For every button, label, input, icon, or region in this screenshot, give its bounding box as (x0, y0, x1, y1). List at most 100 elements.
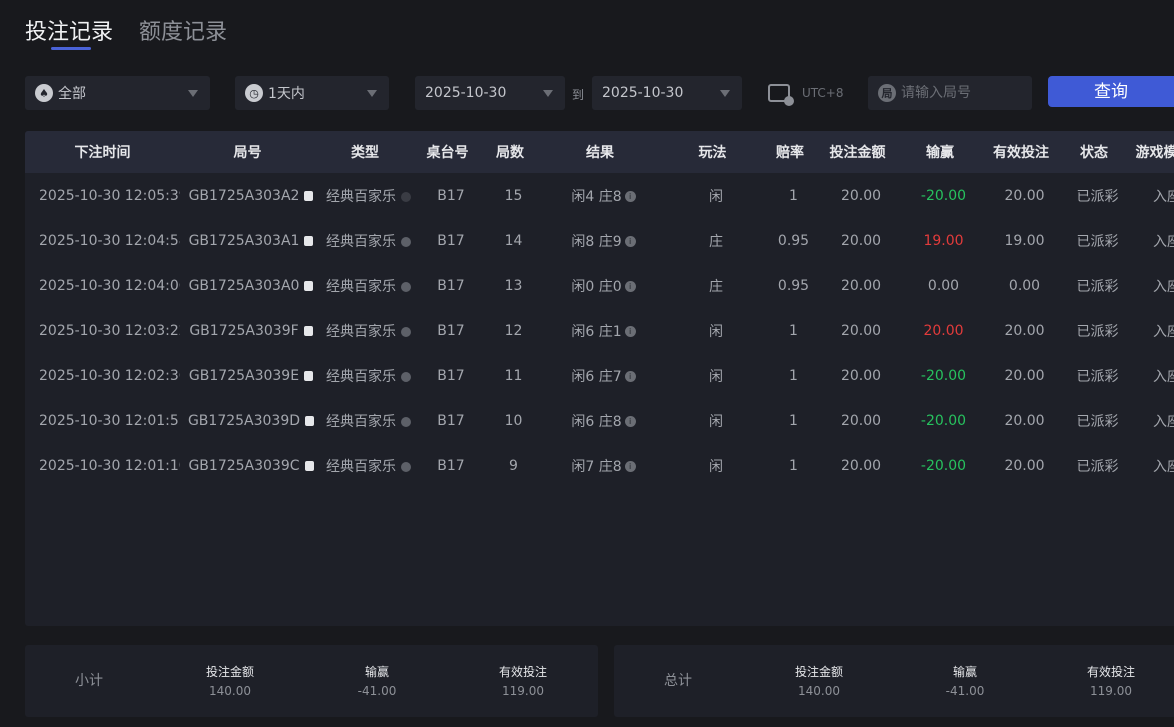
valid-value: 20.00 (1004, 367, 1045, 384)
clock-icon: ◷ (245, 84, 263, 102)
cell-result: 闲6 庄8 i (540, 411, 660, 431)
date-to-value: 2025-10-30 (602, 85, 684, 101)
copy-icon[interactable] (304, 280, 314, 291)
date-to-picker[interactable]: 2025-10-30 (592, 76, 742, 110)
status-value: 已派彩 (1076, 278, 1119, 295)
copy-icon[interactable] (304, 460, 314, 471)
table-row[interactable]: 2025-10-30 12:04:06 GB1725A303A0 经典百家乐 B17 1… (25, 263, 1174, 308)
winloss-value: 19.00 (923, 232, 964, 249)
table-value: B17 (437, 277, 465, 294)
cell-num: 11 (480, 368, 540, 384)
play-value: 闲 (709, 323, 723, 340)
tab-bet-records[interactable]: 投注记录 (25, 14, 113, 56)
cell-winloss: -20.00 (900, 458, 980, 474)
copy-icon[interactable] (305, 415, 315, 426)
info-icon[interactable]: i (624, 191, 636, 202)
cell-type: 经典百家乐 (315, 231, 415, 251)
winloss-value: 20.00 (923, 322, 964, 339)
cell-play: 闲 (660, 411, 765, 431)
cell-odds: 0.95 (765, 278, 815, 294)
caret-down-icon (188, 90, 198, 97)
cell-num: 14 (480, 233, 540, 249)
table-row[interactable]: 2025-10-30 12:01:10 GB1725A3039C 经典百家乐 B17 9… (25, 443, 1174, 488)
table-row[interactable]: 2025-10-30 12:01:51 GB1725A3039D 经典百家乐 B17 1… (25, 398, 1174, 443)
table-body: 2025-10-30 12:05:39 GB1725A303A2 经典百家乐 B17 1… (25, 173, 1174, 488)
cell-result: 闲8 庄9 i (540, 231, 660, 251)
time-value: 2025-10-30 12:05:39 (39, 187, 180, 204)
amount-value: 20.00 (840, 277, 882, 294)
cell-time: 2025-10-30 12:04:58 (25, 233, 180, 249)
total-label: 总计 (664, 673, 692, 689)
column-header: 输赢 (926, 145, 954, 161)
table-row[interactable]: 2025-10-30 12:04:58 GB1725A303A1 经典百家乐 B17 1… (25, 218, 1174, 263)
time-value: 2025-10-30 12:04:58 (39, 232, 180, 249)
time-range-select[interactable]: ◷ 1天内 (235, 76, 389, 110)
cell-result: 闲6 庄7 i (540, 366, 660, 386)
result-value: 闲6 庄1 (571, 323, 622, 340)
subtotal-amount-label: 投注金额 (205, 665, 254, 679)
cell-play: 闲 (660, 186, 765, 206)
play-value: 闲 (709, 368, 723, 385)
info-icon[interactable]: i (624, 236, 636, 247)
cell-odds: 1 (765, 188, 815, 204)
detail-icon[interactable] (401, 236, 411, 247)
time-value: 2025-10-30 12:01:51 (39, 412, 180, 429)
column-header: 下注时间 (74, 145, 131, 161)
cell-num: 12 (480, 323, 540, 339)
table-row[interactable]: 2025-10-30 12:03:22 GB1725A3039F 经典百家乐 B17 1… (25, 308, 1174, 353)
cell-round: GB1725A3039D (180, 413, 315, 429)
round-search[interactable]: 局 (868, 76, 1032, 110)
valid-value: 0.00 (1008, 277, 1041, 294)
round-value: GB1725A3039E (188, 367, 300, 384)
copy-icon[interactable] (304, 190, 314, 201)
play-value: 庄 (709, 278, 723, 295)
subtotal-amount: 140.00 (209, 684, 251, 698)
info-icon[interactable]: i (624, 371, 636, 382)
result-value: 闲6 庄7 (571, 368, 622, 385)
tab-credit-records[interactable]: 额度记录 (139, 20, 228, 45)
status-value: 已派彩 (1076, 413, 1119, 430)
detail-icon[interactable] (401, 461, 411, 472)
detail-icon[interactable] (401, 371, 411, 382)
copy-icon[interactable] (304, 235, 314, 246)
cell-amount: 20.00 (815, 323, 900, 339)
cell-valid: 19.00 (980, 233, 1062, 249)
cell-amount: 20.00 (815, 368, 900, 384)
info-icon[interactable]: i (624, 281, 636, 292)
round-input[interactable] (901, 85, 1021, 101)
timezone[interactable]: UTC+8 (768, 84, 843, 106)
detail-icon[interactable] (401, 281, 411, 292)
detail-icon[interactable] (401, 326, 411, 337)
date-from-value: 2025-10-30 (425, 85, 507, 101)
cell-odds: 0.95 (765, 233, 815, 249)
column-header: 有效投注 (993, 145, 1049, 161)
cell-round: GB1725A3039F (180, 323, 315, 339)
info-icon[interactable]: i (624, 326, 636, 337)
detail-icon[interactable] (401, 416, 411, 427)
cell-odds: 1 (765, 368, 815, 384)
game-type-select[interactable]: ♠ 全部 (25, 76, 210, 110)
copy-icon[interactable] (304, 370, 314, 381)
amount-value: 20.00 (840, 322, 882, 339)
table-row[interactable]: 2025-10-30 12:05:39 GB1725A303A2 经典百家乐 B17 1… (25, 173, 1174, 218)
cell-result: 闲4 庄8 i (540, 186, 660, 206)
date-from-picker[interactable]: 2025-10-30 (415, 76, 565, 110)
num-value: 14 (504, 232, 523, 249)
play-value: 庄 (709, 233, 723, 250)
query-button[interactable]: 查询 (1048, 76, 1174, 107)
num-value: 12 (504, 322, 523, 339)
table-row[interactable]: 2025-10-30 12:02:36 GB1725A3039E 经典百家乐 B17 1… (25, 353, 1174, 398)
info-icon[interactable]: i (624, 416, 636, 427)
cell-num: 13 (480, 278, 540, 294)
total-panel: 总计 投注金额 140.00 输赢 -41.00 有效投注 119.00 (614, 645, 1174, 717)
info-icon[interactable]: i (624, 461, 636, 472)
copy-icon[interactable] (303, 325, 313, 336)
odds-value: 1 (789, 457, 798, 474)
cell-mode: 入座 (1126, 411, 1174, 431)
type-value: 经典百家乐 (326, 458, 396, 475)
bet-records-table: 下注时间 局号 类型 桌台号 局数 结果 玩法 赔率 投注金额 输赢 有效投注 状态 游戏模式 2025… (25, 131, 1174, 626)
odds-value: 0.95 (777, 277, 810, 294)
valid-value: 20.00 (1004, 457, 1045, 474)
detail-icon[interactable] (401, 191, 411, 202)
subtotal-panel: 小计 投注金额 140.00 输赢 -41.00 有效投注 119.00 (25, 645, 598, 717)
